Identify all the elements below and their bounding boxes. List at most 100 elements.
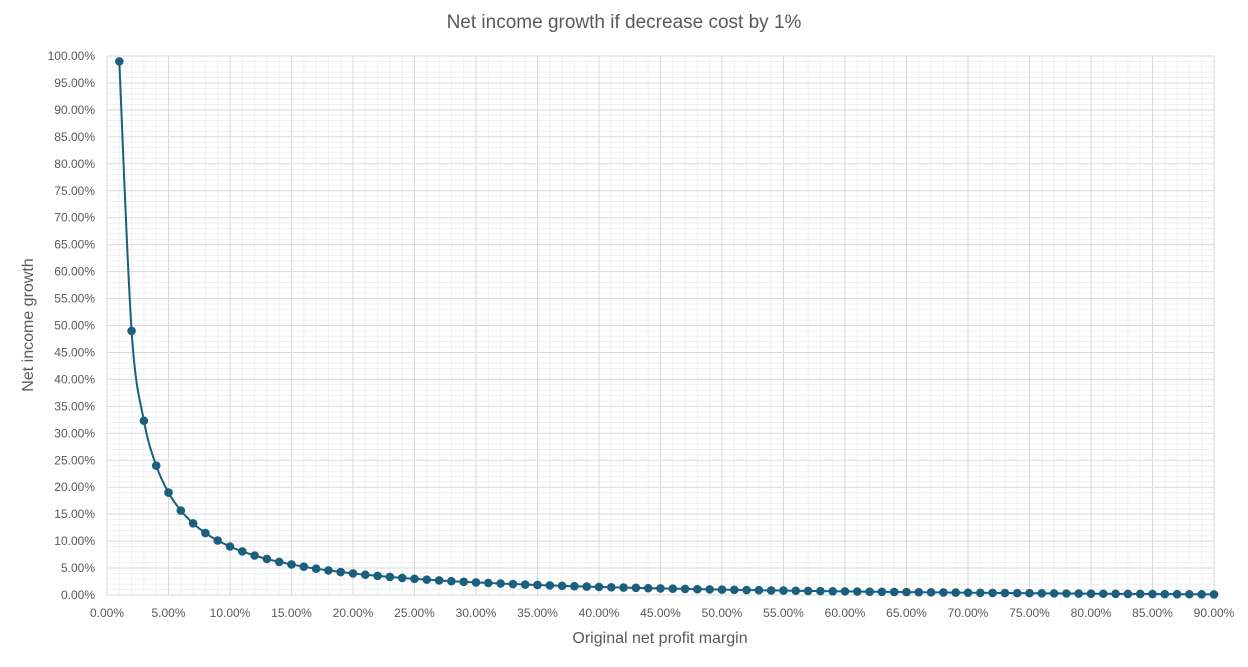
x-tick-label: 50.00%: [702, 606, 743, 620]
data-point: [976, 588, 985, 598]
x-tick-label: 0.00%: [90, 606, 124, 620]
x-axis-title: Original net profit margin: [572, 630, 747, 647]
data-point: [1135, 589, 1145, 599]
y-tick-label: 70.00%: [54, 211, 95, 225]
series-layer: [115, 57, 1219, 599]
data-point: [963, 588, 973, 597]
data-point: [643, 583, 653, 593]
data-point: [1172, 589, 1182, 599]
data-point: [250, 551, 259, 560]
data-point: [496, 579, 505, 588]
y-tick-label: 0.00%: [61, 588, 95, 602]
data-point: [484, 578, 493, 588]
x-tick-label: 80.00%: [1071, 606, 1112, 620]
data-point: [828, 586, 838, 596]
x-tick-label: 25.00%: [394, 606, 435, 620]
y-tick-label: 90.00%: [54, 103, 95, 117]
y-tick-label: 30.00%: [54, 426, 95, 440]
data-point: [705, 585, 715, 594]
data-point: [754, 585, 764, 595]
data-point: [1160, 589, 1170, 599]
y-tick-label: 55.00%: [54, 292, 95, 306]
y-tick-label: 95.00%: [54, 76, 95, 90]
y-tick-label: 85.00%: [54, 130, 95, 144]
x-tick-label: 20.00%: [333, 606, 374, 620]
data-point: [348, 569, 358, 578]
data-point: [1209, 590, 1219, 599]
x-tick-label: 10.00%: [210, 606, 251, 620]
data-point: [115, 57, 124, 66]
data-point: [397, 573, 407, 583]
data-point: [238, 547, 247, 556]
y-tick-label: 15.00%: [54, 507, 95, 521]
x-tick-label: 45.00%: [640, 606, 681, 620]
y-tick-label: 65.00%: [54, 238, 95, 252]
y-tick-label: 60.00%: [54, 265, 95, 279]
y-tick-labels: 0.00% 5.00% 10.00% 15.00% 20.00% 25.00% 30.00%…: [48, 49, 96, 602]
data-point: [779, 586, 788, 595]
data-point: [1148, 589, 1157, 599]
x-tick-label: 60.00%: [825, 606, 866, 620]
data-point: [902, 587, 911, 597]
y-tick-label: 20.00%: [54, 480, 95, 494]
data-point: [164, 488, 173, 497]
data-point: [668, 584, 678, 593]
data-point: [926, 588, 936, 597]
grid-layer: [106, 55, 1215, 596]
data-point: [693, 584, 702, 594]
x-tick-label: 55.00%: [763, 606, 804, 620]
data-point: [1185, 589, 1194, 599]
data-point: [225, 542, 235, 551]
x-tick-label: 5.00%: [151, 606, 185, 620]
data-point: [201, 528, 210, 538]
x-tick-label: 70.00%: [948, 606, 989, 620]
data-point: [865, 587, 874, 597]
data-point: [410, 574, 419, 584]
data-point: [853, 587, 862, 596]
data-point: [766, 586, 776, 595]
data-point: [151, 461, 161, 470]
data-point: [680, 584, 690, 594]
data-point: [730, 585, 739, 595]
data-point: [951, 588, 961, 597]
x-tick-label: 65.00%: [886, 606, 927, 620]
data-point: [803, 586, 813, 596]
data-point: [840, 587, 850, 596]
data-point: [877, 587, 887, 597]
data-point: [816, 586, 825, 596]
data-point: [656, 584, 665, 593]
x-tick-label: 35.00%: [517, 606, 558, 620]
chart-title: Net income growth if decrease cost by 1%: [447, 12, 802, 33]
data-point: [336, 567, 346, 577]
data-point: [1012, 588, 1022, 598]
data-point: [422, 575, 432, 584]
data-point: [299, 562, 309, 572]
x-tick-label: 90.00%: [1194, 606, 1235, 620]
data-point: [274, 557, 284, 567]
y-tick-label: 5.00%: [61, 561, 95, 575]
x-tick-label: 85.00%: [1132, 606, 1173, 620]
data-point: [1197, 590, 1206, 599]
y-tick-label: 100.00%: [48, 49, 96, 63]
data-point: [520, 580, 530, 589]
data-point: [631, 583, 641, 593]
data-point: [213, 536, 222, 545]
data-point: [262, 554, 272, 564]
data-point: [717, 585, 727, 594]
data-point: [176, 506, 186, 515]
data-point: [1062, 589, 1071, 598]
data-point: [889, 587, 899, 597]
y-tick-label: 35.00%: [54, 399, 95, 413]
data-point: [939, 588, 948, 597]
data-point: [447, 576, 456, 586]
data-point: [471, 578, 481, 587]
data-point: [127, 326, 136, 336]
data-point: [434, 576, 444, 585]
x-tick-label: 40.00%: [579, 606, 620, 620]
y-tick-label: 25.00%: [54, 453, 95, 467]
data-point: [1123, 589, 1133, 599]
data-point: [1049, 589, 1059, 598]
y-tick-label: 40.00%: [54, 372, 95, 386]
